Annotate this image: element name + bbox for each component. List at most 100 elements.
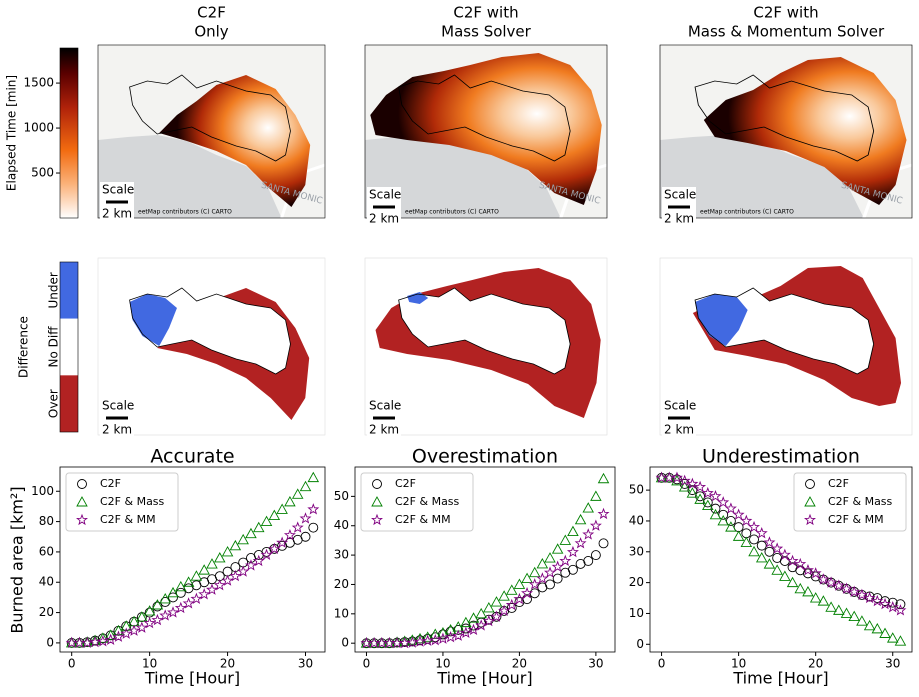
x-tick-label: 20 (512, 657, 527, 671)
point (252, 554, 265, 567)
point (686, 477, 699, 490)
legend-marker (77, 479, 87, 489)
point (778, 548, 791, 560)
y-tick-label: 0 (341, 636, 349, 650)
difference-map (97, 257, 326, 436)
point (490, 596, 503, 607)
point (590, 490, 602, 501)
point (574, 513, 587, 525)
point (794, 582, 807, 594)
legend-label: C2F & Mass (395, 495, 460, 508)
point (307, 471, 320, 483)
perimeter (398, 74, 571, 162)
point (544, 552, 556, 563)
point (475, 619, 488, 631)
point (300, 531, 311, 542)
legend-marker (804, 513, 816, 526)
point (221, 545, 234, 557)
point (505, 584, 518, 595)
y-tick-label: 60 (39, 544, 54, 558)
point (701, 486, 714, 499)
point (307, 503, 320, 515)
point (809, 567, 822, 579)
scale-distance: 2 km (369, 423, 399, 437)
legend-label: C2F (828, 477, 849, 490)
point (871, 594, 884, 607)
point (895, 599, 906, 610)
scale-distance: 2 km (102, 207, 132, 221)
colorbar-segment (60, 318, 78, 376)
point (786, 554, 799, 567)
point (283, 528, 296, 541)
colorbar-category: Over (47, 389, 61, 418)
point (299, 480, 312, 492)
legend-marker (371, 513, 383, 526)
point (143, 605, 156, 616)
point (96, 635, 109, 647)
perimeter (129, 74, 291, 162)
point (840, 582, 853, 594)
point (582, 502, 595, 513)
point (748, 520, 761, 533)
point (206, 558, 218, 569)
x-tick-label: 0 (68, 657, 76, 671)
point (597, 507, 610, 520)
map-title: C2F with (753, 4, 818, 22)
point (871, 622, 884, 634)
point (582, 528, 595, 540)
point (237, 533, 249, 545)
point (444, 624, 457, 635)
point (817, 595, 830, 606)
point (825, 576, 838, 588)
point (574, 537, 587, 549)
point (221, 574, 234, 586)
attribution: eetMap contributors (C) CARTO (138, 209, 232, 216)
point (151, 599, 164, 610)
scale-label: Scale (102, 399, 134, 413)
point (544, 566, 556, 578)
point (498, 604, 511, 616)
point (135, 621, 148, 633)
legend-marker (372, 479, 382, 489)
point (536, 557, 549, 569)
point (678, 481, 691, 492)
map-title: Only (194, 23, 228, 41)
point (152, 601, 163, 612)
point (589, 519, 602, 531)
point (583, 556, 594, 566)
point (291, 521, 304, 533)
attribution: eetMap contributors (C) CARTO (700, 209, 794, 216)
point (299, 512, 312, 524)
point (566, 545, 579, 558)
point (198, 564, 210, 575)
point (521, 572, 533, 584)
point (755, 527, 768, 539)
no-diff-region (398, 288, 571, 374)
x-tick-label: 30 (885, 657, 900, 671)
point (482, 614, 495, 627)
ocean (660, 135, 864, 218)
point (663, 471, 676, 483)
point (686, 487, 699, 498)
point (732, 530, 745, 541)
point (695, 491, 706, 502)
point (260, 515, 273, 527)
point (748, 545, 760, 557)
map-title: C2F with (453, 4, 518, 22)
colorbar-label: Elapsed Time [min] (5, 75, 19, 191)
point (536, 572, 549, 584)
difference-map (364, 257, 608, 436)
point (855, 588, 868, 601)
point (159, 609, 172, 621)
scale-label: Scale (664, 399, 696, 413)
point (498, 590, 510, 601)
point (702, 499, 714, 510)
fire-extent (370, 53, 602, 205)
fire-extent (703, 57, 907, 205)
scale-label: Scale (664, 188, 696, 202)
point (590, 550, 601, 561)
point (429, 628, 442, 639)
point (436, 632, 449, 644)
x-tick-label: 10 (435, 657, 450, 671)
x-tick-label: 0 (363, 657, 371, 671)
